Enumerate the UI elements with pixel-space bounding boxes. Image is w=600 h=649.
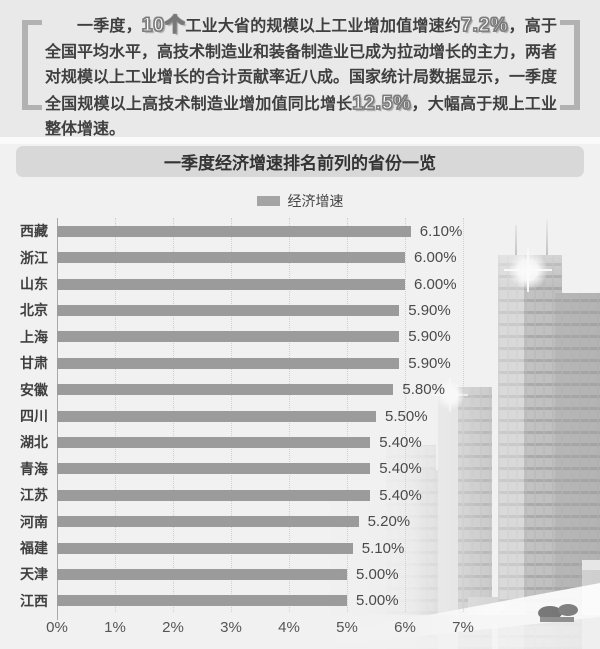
bar — [57, 252, 405, 264]
bar — [57, 489, 371, 501]
category-label: 江西 — [20, 592, 48, 609]
x-tick-label: 0% — [46, 619, 68, 636]
chart-row: 湖北 5.40% — [0, 429, 600, 455]
bar — [57, 410, 376, 422]
bar — [57, 516, 359, 528]
x-tick-label: 1% — [104, 619, 126, 636]
chart-legend: 经济增速 — [0, 191, 600, 211]
value-label: 5.10% — [361, 539, 405, 557]
x-tick-label: 3% — [220, 619, 242, 636]
chart-row: 河南 5.20% — [0, 508, 600, 534]
chart-row: 四川 5.50% — [0, 403, 600, 429]
gridline — [463, 218, 464, 612]
chart-row: 北京 5.90% — [0, 297, 600, 323]
value-label: 6.00% — [414, 275, 457, 293]
bar — [57, 436, 371, 448]
bar — [57, 225, 411, 237]
value-label: 5.40% — [379, 460, 422, 478]
chart-row: 西藏 6.10% — [0, 218, 600, 244]
right-bracket-decoration — [560, 20, 580, 110]
legend-label: 经济增速 — [287, 193, 344, 209]
value-label: 5.40% — [379, 486, 422, 504]
bar — [57, 331, 400, 343]
chart-row: 江西 5.00% — [0, 588, 600, 614]
chart-row: 福建 5.10% — [0, 535, 600, 561]
category-label: 福建 — [20, 540, 48, 557]
value-label: 5.00% — [356, 565, 399, 583]
bar — [57, 278, 405, 290]
highlight-number: 10个 — [141, 14, 186, 36]
intro-text-segment: 一季度， — [77, 18, 142, 35]
value-label: 5.90% — [408, 354, 451, 372]
category-label: 河南 — [20, 513, 48, 530]
bar — [57, 357, 400, 369]
intro-block: 一季度，10个工业大省的规模以上工业增加值增速约7.2%，高于全国平均水平，高技… — [0, 0, 600, 144]
bar — [57, 463, 371, 475]
chart-row: 山东 6.00% — [0, 271, 600, 297]
chart-row: 青海 5.40% — [0, 456, 600, 482]
category-label: 青海 — [20, 460, 48, 477]
bar — [57, 542, 353, 554]
bar — [57, 384, 394, 396]
category-label: 西藏 — [20, 223, 48, 240]
category-label: 浙江 — [20, 249, 48, 266]
highlight-number: 7.2% — [460, 14, 509, 36]
bar — [57, 568, 347, 580]
intro-paragraph: 一季度，10个工业大省的规模以上工业增加值增速约7.2%，高于全国平均水平，高技… — [45, 13, 557, 143]
chart-row: 浙江 6.00% — [0, 244, 600, 270]
chart-row: 江苏 5.40% — [0, 482, 600, 508]
value-label: 5.90% — [408, 301, 451, 319]
category-label: 天津 — [20, 566, 48, 583]
chart-rows: 西藏 6.10% 浙江 6.00% 山东 6.00% 北京 5.90% 上海 5.90% 甘肃 5.9… — [0, 218, 600, 614]
x-tick-label: 2% — [162, 619, 184, 636]
intro-text-segment: ，高于全国平均水平，高技术制造业和装备制造业已成为拉动增长的主力，两者对规模以上… — [45, 18, 558, 113]
category-label: 甘肃 — [20, 355, 48, 372]
category-label: 上海 — [20, 328, 48, 345]
category-label: 湖北 — [20, 434, 48, 451]
category-label: 山东 — [20, 276, 48, 293]
chart-title: 一季度经济增速排名前列的省份一览 — [16, 146, 584, 177]
chart-row: 安徽 5.80% — [0, 376, 600, 402]
category-label: 安徽 — [20, 381, 48, 398]
highlight-number: 12.5% — [352, 92, 412, 114]
value-label: 5.40% — [379, 433, 422, 451]
value-label: 5.80% — [402, 381, 445, 399]
intro-text-segment: ，大幅高于规上工业整体增速。 — [45, 95, 557, 139]
gridline — [405, 218, 406, 612]
bar — [57, 304, 400, 316]
legend-swatch-icon — [256, 196, 280, 206]
chart-row: 甘肃 5.90% — [0, 350, 600, 376]
value-label: 5.50% — [385, 407, 428, 425]
chart-row: 天津 5.00% — [0, 561, 600, 587]
value-label: 6.10% — [419, 222, 463, 240]
intro-text-segment: 工业大省的规模以上工业增加值增速约 — [185, 18, 462, 35]
value-label: 5.90% — [408, 328, 451, 346]
left-bracket-decoration — [22, 20, 42, 110]
category-label: 江苏 — [20, 487, 48, 504]
category-label: 四川 — [20, 408, 48, 425]
bar — [57, 595, 347, 607]
value-label: 5.20% — [367, 513, 411, 531]
value-label: 6.00% — [414, 249, 457, 267]
chart-row: 上海 5.90% — [0, 324, 600, 350]
category-label: 北京 — [20, 302, 48, 319]
value-label: 5.00% — [356, 592, 399, 610]
